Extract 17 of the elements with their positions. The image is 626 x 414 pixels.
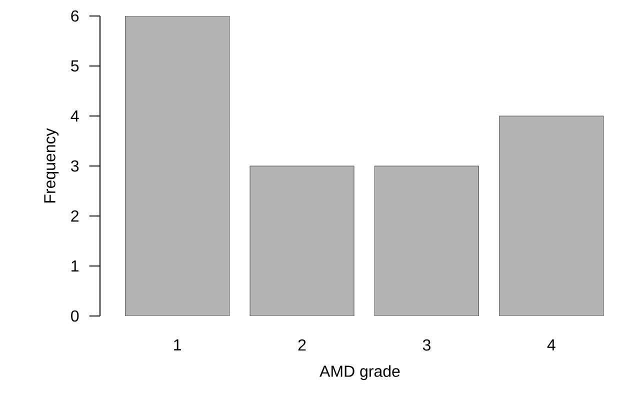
y-tick-label: 6 <box>71 10 79 22</box>
y-tick-label: 4 <box>70 110 79 122</box>
bar <box>125 16 230 316</box>
bar <box>250 166 354 316</box>
y-tick-label: 3 <box>71 160 79 172</box>
x-tick-label: 3 <box>422 339 430 351</box>
x-tick-label: 4 <box>547 339 556 350</box>
y-tick-label: 0 <box>71 310 79 322</box>
x-tick-label: 2 <box>298 339 306 351</box>
y-tick-label: 5 <box>71 60 79 72</box>
y-axis-title: Frequency <box>44 128 59 202</box>
x-tick-label: 1 <box>174 339 181 350</box>
bar <box>499 116 604 316</box>
x-axis-title: AMD grade <box>320 365 400 380</box>
y-tick-label: 2 <box>71 210 78 222</box>
bar <box>374 166 479 316</box>
y-tick-label: 1 <box>72 260 79 272</box>
